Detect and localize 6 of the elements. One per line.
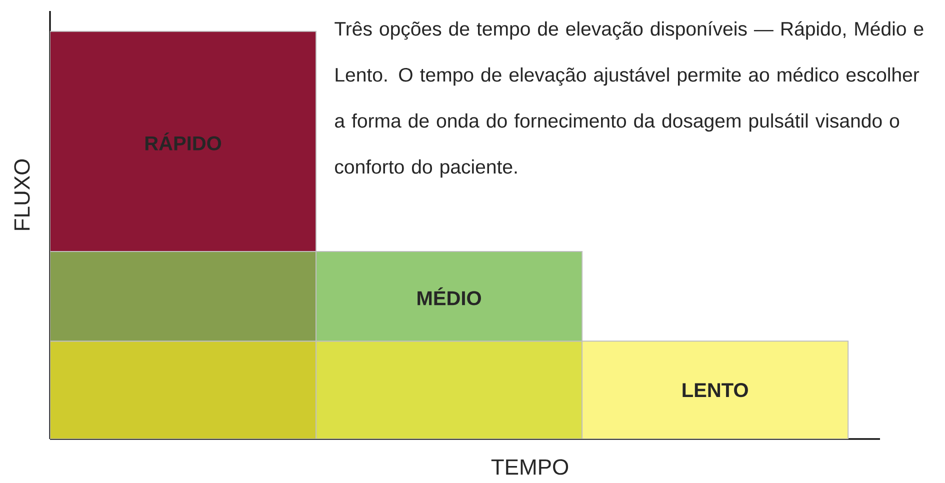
series-label: MÉDIO — [418, 287, 481, 306]
y-axis-title: FLUXO — [14, 159, 30, 230]
series-label: LENTO — [682, 383, 748, 398]
series-label: RÁPIDO — [145, 132, 222, 150]
x-axis-title: TEMPO — [491, 459, 568, 475]
text: Três opções de tempo de elevação disponíveis — Rápido, Médio e Lento. O tempo de elevação ajustável permite ao médico escolher a forma de onda do fornecimento da dosagem pulsátil visando o conforto do paciente. — [334, 21, 924, 178]
